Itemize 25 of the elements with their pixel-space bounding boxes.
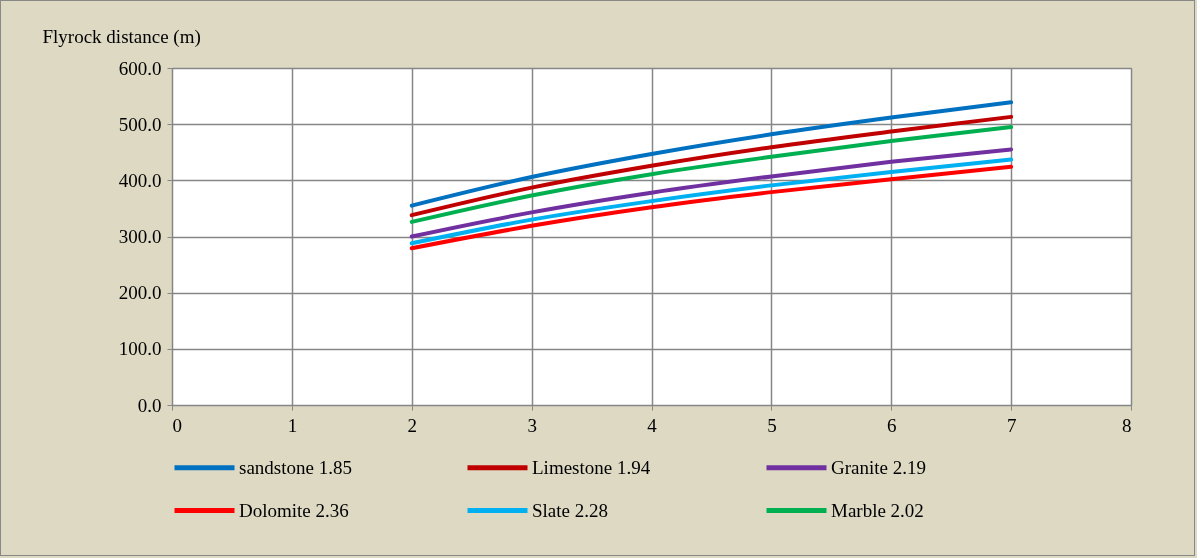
- y-tick-label: 0.0: [137, 394, 162, 416]
- x-tick-label: 4: [647, 414, 658, 436]
- y-tick-label: 500.0: [118, 113, 162, 135]
- legend-label: Dolomite 2.36: [239, 499, 349, 521]
- y-tick-label: 300.0: [118, 226, 162, 247]
- x-tick-label: 5: [767, 414, 777, 436]
- legend-label: Limestone 1.94: [532, 456, 651, 478]
- legend-label: Granite 2.19: [831, 456, 926, 478]
- legend-label: Slate 2.28: [532, 499, 608, 521]
- x-tick-label: 3: [527, 414, 537, 436]
- legend-label: Marble 2.02: [831, 499, 924, 521]
- x-tick-label: 2: [407, 414, 417, 436]
- line-series: [409, 147, 1014, 239]
- x-tick-label: 0: [172, 414, 182, 436]
- y-tick-label: 100.0: [118, 338, 162, 360]
- y-tick-label: 600.0: [118, 57, 162, 79]
- x-tick-label: 6: [887, 414, 897, 436]
- y-tick-label: 400.0: [118, 169, 162, 191]
- y-tick-label: 200.0: [118, 282, 162, 304]
- x-tick-label: 1: [287, 414, 298, 436]
- x-tick-label: 7: [1006, 414, 1017, 436]
- x-tick-label: 8: [1122, 414, 1132, 436]
- y-axis-title: Flyrock distance (m): [42, 25, 201, 48]
- legend-label: sandstone 1.85: [239, 456, 352, 478]
- line-series: [409, 100, 1014, 208]
